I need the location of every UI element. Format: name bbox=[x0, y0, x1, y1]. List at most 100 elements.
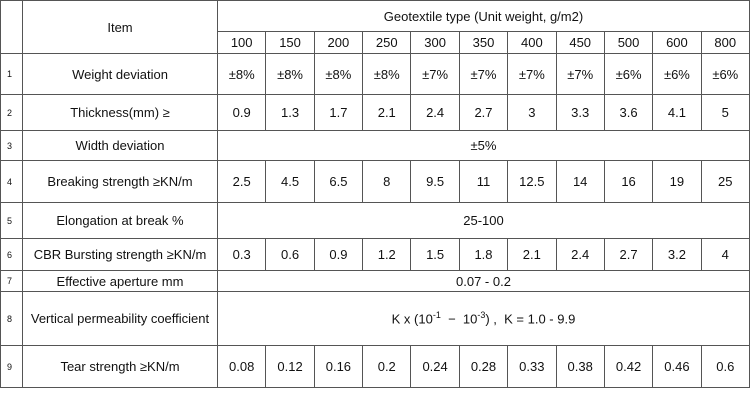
value-cell: 0.38 bbox=[555, 345, 605, 388]
corner-cell bbox=[0, 0, 23, 54]
value-cell: ±7% bbox=[410, 53, 460, 95]
value-cell: 1.5 bbox=[410, 238, 460, 271]
weight-header: 150 bbox=[265, 31, 315, 54]
value-cell: 4 bbox=[700, 238, 750, 271]
value-cell: 0.28 bbox=[458, 345, 509, 388]
value-cell: 4.1 bbox=[652, 94, 702, 131]
value-cell: 0.2 bbox=[362, 345, 412, 388]
value-cell: 0.24 bbox=[410, 345, 460, 388]
weight-header: 300 bbox=[410, 31, 460, 54]
spec-table: Item Geotextile type (Unit weight, g/m2) 1… bbox=[0, 0, 750, 388]
table-row: 1 Weight deviation ±8% ±8% ±8% ±8% ±7% ±7% ±7% ±7… bbox=[0, 53, 750, 95]
table-row: 8 Vertical permeability coefficient K x (1… bbox=[0, 291, 750, 346]
merged-value: 0.07 - 0.2 bbox=[217, 270, 750, 292]
value-cell: ±8% bbox=[216, 53, 267, 95]
formula-part: K x (10 bbox=[391, 311, 433, 327]
table-row: 5 Elongation at break % 25-100 bbox=[0, 202, 750, 239]
row-number: 8 bbox=[0, 291, 23, 346]
table-row: 100 150 200 250 300 350 400 450 500 600 800 bbox=[1, 31, 750, 54]
formula-part: -1 bbox=[432, 310, 441, 321]
table-row: 3 Width deviation ±5% bbox=[0, 130, 750, 161]
formula-part: ) , K = 1.0 - 9.9 bbox=[485, 311, 576, 327]
row-number: 1 bbox=[0, 53, 23, 95]
value-cell: 12.5 bbox=[507, 160, 557, 203]
item-header: Item bbox=[22, 0, 218, 54]
item-name: Breaking strength ≥KN/m bbox=[22, 160, 218, 203]
value-cell: 4.5 bbox=[265, 160, 315, 203]
value-cell: ±8% bbox=[313, 53, 364, 95]
formula-part: -3 bbox=[477, 310, 486, 321]
group-header: Geotextile type (Unit weight, g/m2) bbox=[217, 0, 750, 32]
value-cell: 0.9 bbox=[313, 238, 364, 271]
value-cell: 0.42 bbox=[603, 345, 654, 388]
value-cell: ±6% bbox=[700, 53, 750, 95]
value-cell: 0.6 bbox=[265, 238, 315, 271]
row-number: 2 bbox=[0, 94, 23, 131]
value-cell: ±8% bbox=[362, 53, 412, 95]
item-name: Weight deviation bbox=[22, 53, 218, 95]
row-number: 9 bbox=[0, 345, 23, 388]
weight-header: 500 bbox=[603, 31, 654, 54]
value-cell: 6.5 bbox=[313, 160, 364, 203]
value-cell: 5 bbox=[700, 94, 750, 131]
table-row: 9 Tear strength ≥KN/m 0.08 0.12 0.16 0.2 0.24 0… bbox=[0, 345, 750, 388]
value-cell: 0.46 bbox=[652, 345, 702, 388]
table-row: 6 CBR Bursting strength ≥KN/m 0.3 0.6 0.9 1.2… bbox=[0, 238, 750, 271]
row-number: 7 bbox=[0, 270, 23, 292]
weight-header: 100 bbox=[216, 31, 267, 54]
value-cell: 1.3 bbox=[265, 94, 315, 131]
value-cell: 0.16 bbox=[313, 345, 364, 388]
item-name: Elongation at break % bbox=[22, 202, 218, 239]
row-number: 5 bbox=[0, 202, 23, 239]
value-cell: 2.7 bbox=[458, 94, 509, 131]
value-cell: 1.2 bbox=[362, 238, 412, 271]
value-cell: 0.9 bbox=[216, 94, 267, 131]
item-name: Width deviation bbox=[22, 130, 218, 161]
value-cell: 2.7 bbox=[603, 238, 654, 271]
value-cell: 1.7 bbox=[313, 94, 364, 131]
value-cell: 19 bbox=[652, 160, 702, 203]
row-number: 4 bbox=[0, 160, 23, 203]
value-cell: 3.3 bbox=[555, 94, 605, 131]
value-cell: 3.6 bbox=[603, 94, 654, 131]
value-cell: ±7% bbox=[458, 53, 509, 95]
item-name: Vertical permeability coefficient bbox=[22, 291, 218, 346]
value-cell: 0.3 bbox=[216, 238, 267, 271]
value-cell: 25 bbox=[700, 160, 750, 203]
table-row: 2 Thickness(mm) ≥0.9 1.3 1.7 2.1 2.4 2.7 3 3.3 3.… bbox=[0, 94, 750, 131]
weight-header: 600 bbox=[652, 31, 702, 54]
value-cell: 2.1 bbox=[507, 238, 557, 271]
weight-header: 400 bbox=[507, 31, 557, 54]
value-cell: 2.5 bbox=[216, 160, 267, 203]
value-cell: ±6% bbox=[603, 53, 654, 95]
value-cell: 0.6 bbox=[700, 345, 750, 388]
value-cell: 0.12 bbox=[265, 345, 315, 388]
value-cell: 0.08 bbox=[216, 345, 267, 388]
value-cell: 16 bbox=[603, 160, 654, 203]
item-name: Thickness(mm) ≥ bbox=[22, 94, 218, 131]
row-number: 6 bbox=[0, 238, 23, 271]
value-cell: 11 bbox=[458, 160, 509, 203]
value-cell: 3.2 bbox=[652, 238, 702, 271]
value-cell: 1.8 bbox=[458, 238, 509, 271]
value-cell: 2.4 bbox=[555, 238, 605, 271]
table-row: 4 Breaking strength ≥KN/m 2.5 4.5 6.5 8 9.5 11 1… bbox=[0, 160, 750, 203]
value-cell: 2.4 bbox=[410, 94, 460, 131]
item-name: CBR Bursting strength ≥KN/m bbox=[22, 238, 218, 271]
value-cell: ±8% bbox=[265, 53, 315, 95]
value-cell: 8 bbox=[362, 160, 412, 203]
value-cell: 2.1 bbox=[362, 94, 412, 131]
merged-value: K x (10-1 − 10-3) , K = 1.0 - 9.9 bbox=[217, 291, 750, 346]
formula-part: − 10 bbox=[440, 311, 478, 327]
weight-header: 250 bbox=[362, 31, 412, 54]
value-cell: 14 bbox=[555, 160, 605, 203]
table-row: 7 Effective aperture mm 0.07 - 0.2 bbox=[0, 270, 750, 292]
value-cell: ±6% bbox=[652, 53, 702, 95]
row-number: 3 bbox=[0, 130, 23, 161]
item-name: Effective aperture mm bbox=[22, 270, 218, 292]
value-cell: 3 bbox=[507, 94, 557, 131]
merged-value: ±5% bbox=[217, 130, 750, 161]
value-cell: 9.5 bbox=[410, 160, 460, 203]
table-row: Item Geotextile type (Unit weight, g/m2) bbox=[0, 0, 750, 54]
